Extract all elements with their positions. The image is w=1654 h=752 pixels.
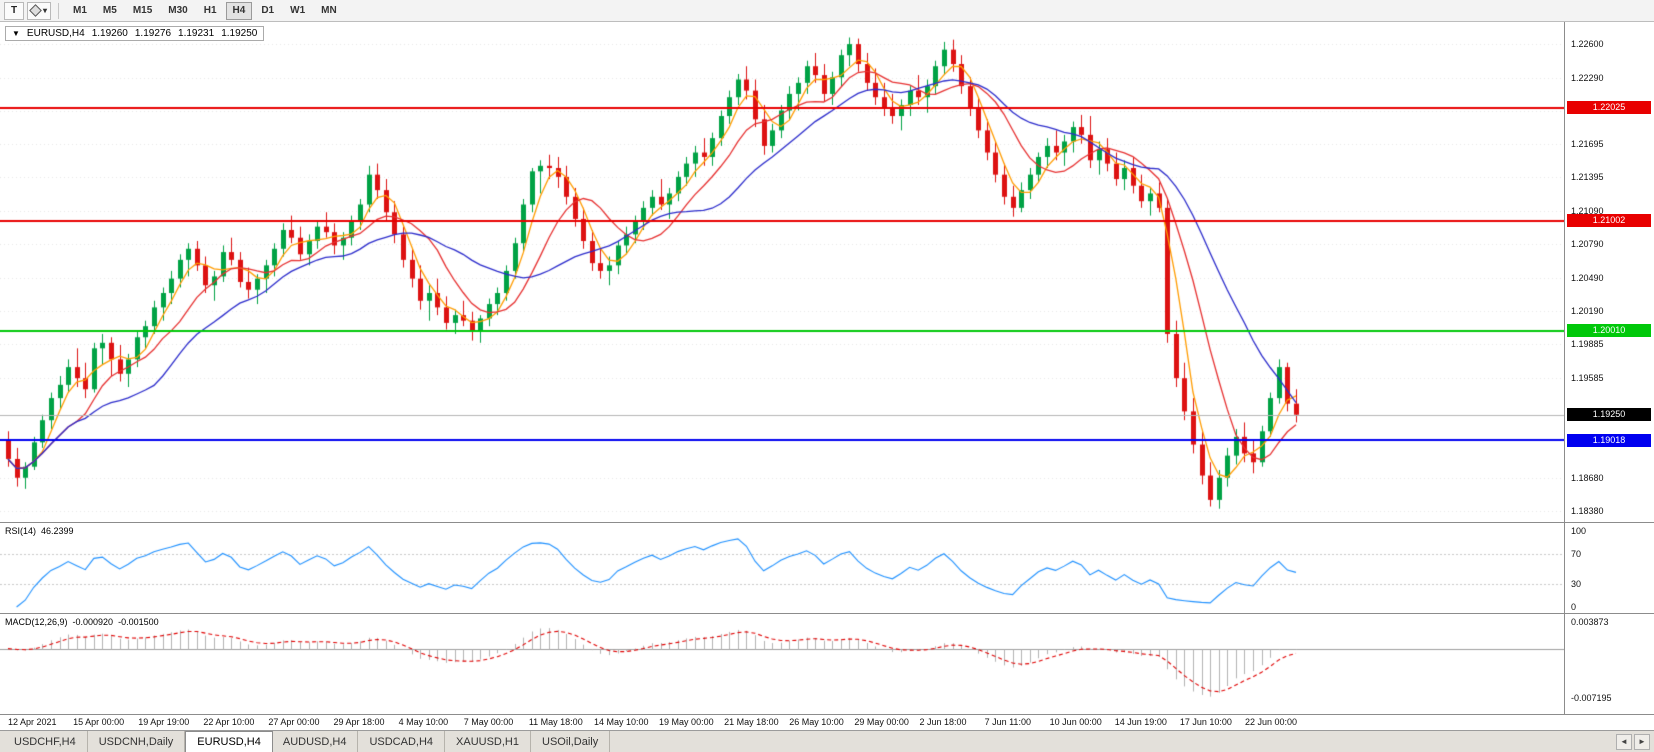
hline-price-tag: 1.21002 <box>1567 214 1651 228</box>
ohlc-close: 1.19250 <box>221 28 258 39</box>
rsi-value: 46.2399 <box>41 526 74 536</box>
timeframe-button-m1[interactable]: M1 <box>66 2 94 20</box>
timeframe-button-m15[interactable]: M15 <box>126 2 159 20</box>
price-axis-label: 1.18380 <box>1571 505 1604 516</box>
time-axis-label: 21 May 18:00 <box>724 717 779 727</box>
price-axis-label: 1.21695 <box>1571 139 1604 150</box>
time-scale[interactable]: 12 Apr 2021 15 Apr 00:00 19 Apr 19:00 22 Ap… <box>0 714 1654 730</box>
chevron-down-icon: ▾ <box>43 6 48 15</box>
timeframe-button-h1[interactable]: H1 <box>197 2 224 20</box>
price-chart-canvas[interactable] <box>0 22 1564 714</box>
chart-tab-audusd-h4[interactable]: AUDUSD,H4 <box>272 731 359 752</box>
time-axis-label: 26 May 10:00 <box>789 717 844 727</box>
rsi-title: RSI(14) <box>5 526 37 536</box>
time-axis-label: 12 Apr 2021 <box>8 717 57 727</box>
rsi-axis-label: 70 <box>1571 548 1582 559</box>
chart-tabs: USDCHF,H4 USDCNH,Daily EURUSD,H4 AUDUSD,H4 U… <box>0 731 611 752</box>
objects-dropdown-button[interactable]: ▾ <box>27 1 52 20</box>
price-axis-label: 1.20490 <box>1571 272 1604 283</box>
time-axis-label: 10 Jun 00:00 <box>1049 717 1102 727</box>
time-axis-label: 11 May 18:00 <box>528 717 583 727</box>
chart-symbol-label: EURUSD,H4 <box>26 28 85 39</box>
time-axis-label: 22 Jun 00:00 <box>1245 717 1298 727</box>
time-axis-label: 27 Apr 00:00 <box>268 717 320 727</box>
ohlc-low: 1.19231 <box>178 28 215 39</box>
price-axis-label: 1.20790 <box>1571 239 1604 250</box>
price-axis-label: 1.18680 <box>1571 472 1604 483</box>
chart-tab-eurusd-h4[interactable]: EURUSD,H4 <box>185 731 273 752</box>
rsi-label: RSI(14) 46.2399 <box>5 526 74 536</box>
time-axis-label: 2 Jun 18:00 <box>919 717 967 727</box>
tabs-scroll-right-button[interactable]: ► <box>1634 733 1650 750</box>
price-axis-label: 1.19585 <box>1571 372 1604 383</box>
chart-ohlc-header: ▼ EURUSD,H4 1.19260 1.19276 1.19231 1.19… <box>5 26 265 41</box>
time-axis-label: 4 May 10:00 <box>398 717 449 727</box>
rsi-axis-label: 100 <box>1571 526 1587 536</box>
price-axis-label: 1.20190 <box>1571 305 1604 316</box>
timeframe-button-m30[interactable]: M30 <box>161 2 194 20</box>
chart-toolbar: T ▾ M1 M5 M15 M30 H1 H4 D1 W1 MN <box>0 0 1654 22</box>
time-axis-label: 22 Apr 10:00 <box>203 717 255 727</box>
time-axis-label: 29 May 00:00 <box>854 717 909 727</box>
price-scale[interactable]: 1.226001.222901.219951.216951.213951.210… <box>1564 22 1654 714</box>
time-axis-label: 19 May 00:00 <box>659 717 714 727</box>
hline-price-tag: 1.20010 <box>1567 324 1651 338</box>
time-axis-label: 7 Jun 11:00 <box>984 717 1031 727</box>
macd-title: MACD(12,26,9) <box>5 617 68 627</box>
price-axis-label: 1.19885 <box>1571 339 1604 350</box>
chart-tab-xauusd-h1[interactable]: XAUUSD,H1 <box>445 731 531 752</box>
price-axis-label: 1.21090 <box>1571 206 1604 217</box>
time-axis-label: 19 Apr 19:00 <box>138 717 190 727</box>
macd-axis-label: -0.007195 <box>1571 693 1612 703</box>
chart-tab-usoil-daily[interactable]: USOil,Daily <box>531 731 611 752</box>
timeframe-toolbar: M1 M5 M15 M30 H1 H4 D1 W1 MN <box>66 1 344 20</box>
chart-tab-usdcnh-daily[interactable]: USDCNH,Daily <box>88 731 186 752</box>
one-click-trading-toggle[interactable]: ▼ <box>12 29 20 38</box>
rsi-axis-label: 0 <box>1571 602 1577 612</box>
rsi-axis-label: 30 <box>1571 579 1582 590</box>
macd-panel-splitter[interactable] <box>0 613 1654 614</box>
timeframe-button-h4[interactable]: H4 <box>225 1 253 20</box>
timeframe-button-w1[interactable]: W1 <box>283 2 312 20</box>
hline-price-tag: 1.19018 <box>1567 433 1651 447</box>
tab-scroll-arrows: ◄ ► <box>1616 731 1654 752</box>
time-axis-label: 7 May 00:00 <box>463 717 514 727</box>
chart-tab-usdcad-h4[interactable]: USDCAD,H4 <box>358 731 446 752</box>
rsi-panel-splitter[interactable] <box>0 522 1654 523</box>
tabs-scroll-left-button[interactable]: ◄ <box>1616 733 1632 750</box>
timeframe-button-d1[interactable]: D1 <box>254 2 281 20</box>
price-axis-label: 1.21395 <box>1571 172 1604 183</box>
templates-icon: T <box>10 5 18 16</box>
price-axis-label: 1.22600 <box>1571 39 1604 50</box>
macd-axis-label: 0.003873 <box>1571 617 1609 627</box>
macd-label: MACD(12,26,9) -0.000920 -0.001500 <box>5 617 159 627</box>
templates-button[interactable]: T <box>4 1 24 20</box>
chart-area: 1.226001.222901.219951.216951.213951.210… <box>0 22 1654 714</box>
hline-price-tag: 1.22025 <box>1567 101 1651 115</box>
price-axis-label: 1.22290 <box>1571 73 1604 84</box>
objects-icon <box>29 4 42 17</box>
time-axis-label: 14 Jun 19:00 <box>1114 717 1167 727</box>
ohlc-high: 1.19276 <box>134 28 172 39</box>
ohlc-open: 1.19260 <box>91 28 128 39</box>
current-price-tag: 1.19250 <box>1567 408 1651 422</box>
macd-signal-value: -0.001500 <box>118 617 159 627</box>
chart-tab-usdchf-h4[interactable]: USDCHF,H4 <box>3 731 88 752</box>
toolbar-separator <box>58 2 60 19</box>
time-axis-label: 17 Jun 10:00 <box>1179 717 1232 727</box>
timeframe-button-mn[interactable]: MN <box>314 2 344 20</box>
timeframe-button-m5[interactable]: M5 <box>96 2 124 20</box>
time-axis-label: 29 Apr 18:00 <box>333 717 385 727</box>
macd-value: -0.000920 <box>72 617 114 627</box>
time-axis-label: 14 May 10:00 <box>593 717 649 727</box>
time-axis-label: 15 Apr 00:00 <box>73 717 125 727</box>
chart-tabbar: USDCHF,H4 USDCNH,Daily EURUSD,H4 AUDUSD,H4 U… <box>0 730 1654 752</box>
